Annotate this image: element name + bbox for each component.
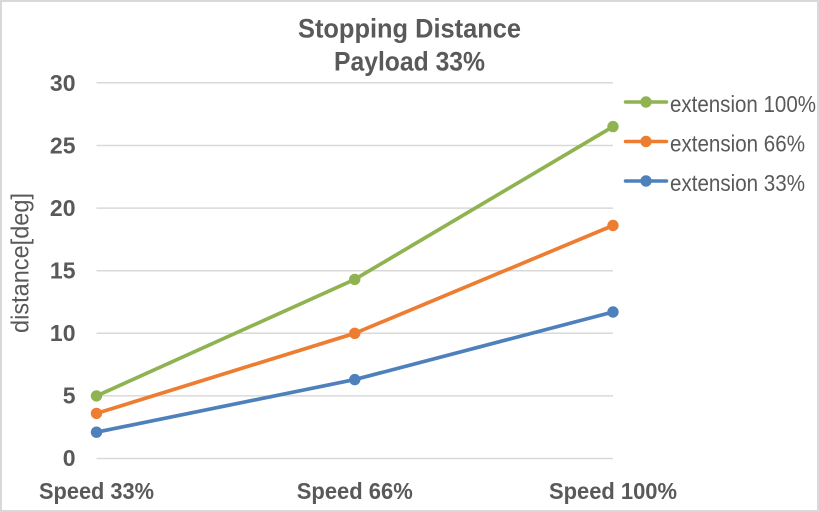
svg-text:10: 10	[50, 320, 76, 346]
svg-text:30: 30	[50, 70, 76, 96]
svg-text:extension 100%: extension 100%	[670, 91, 816, 117]
svg-text:Stopping Distance: Stopping Distance	[298, 13, 521, 43]
svg-text:0: 0	[63, 445, 76, 471]
svg-text:extension 33%: extension 33%	[670, 170, 805, 196]
svg-text:Payload 33%: Payload 33%	[334, 46, 485, 76]
svg-text:25: 25	[50, 132, 76, 158]
svg-text:Speed 33%: Speed 33%	[39, 478, 154, 504]
svg-text:5: 5	[63, 383, 76, 409]
svg-text:Speed 66%: Speed 66%	[297, 478, 413, 504]
svg-text:Speed 100%: Speed 100%	[549, 478, 677, 504]
svg-text:extension 66%: extension 66%	[670, 130, 805, 156]
svg-text:15: 15	[50, 257, 76, 283]
svg-text:distance[deg]: distance[deg]	[7, 193, 35, 333]
svg-text:20: 20	[50, 195, 76, 221]
